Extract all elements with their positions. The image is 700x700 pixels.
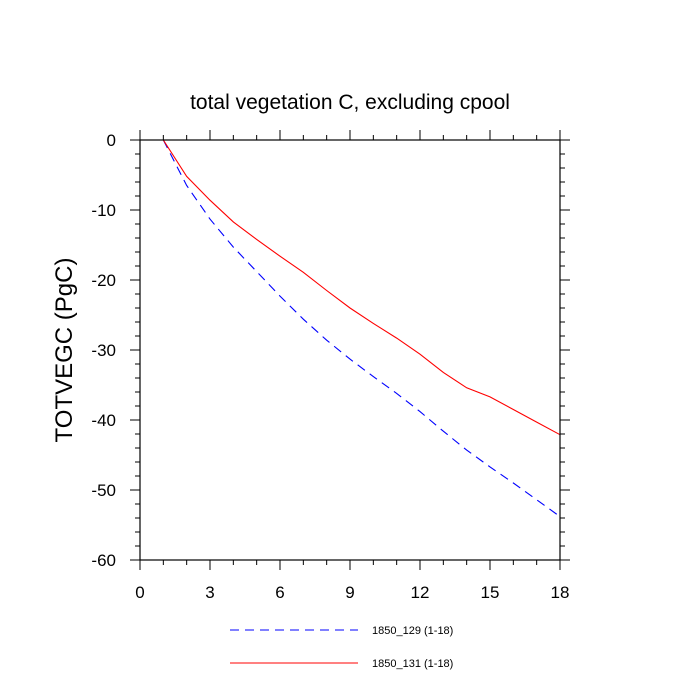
x-tick-labels: 0 3 6 9 12 15 18	[135, 583, 569, 602]
series-line-2	[162, 139, 561, 436]
y-tick-label: -50	[91, 481, 116, 500]
x-tick-label: 9	[345, 583, 354, 602]
y-tick-label: -60	[91, 551, 116, 570]
legend-label-series-1: 1850_129 (1-18)	[372, 625, 453, 637]
y-tick-label: -40	[91, 411, 116, 430]
x-tick-label: 3	[205, 583, 214, 602]
plot-frame	[139, 139, 561, 561]
legend: 1850_129 (1-18) 1850_131 (1-18)	[230, 625, 453, 670]
x-tick-label: 15	[481, 583, 500, 602]
ticks-layer	[130, 130, 570, 570]
y-axis-label: TOTVEGC (PgC)	[51, 258, 78, 443]
series-layer	[162, 139, 561, 518]
x-tick-label: 12	[411, 583, 430, 602]
y-tick-label: 0	[107, 131, 116, 150]
x-tick-label: 0	[135, 583, 144, 602]
chart-title: total vegetation C, excluding cpool	[190, 91, 510, 114]
series-line-1	[162, 139, 561, 518]
y-tick-labels: 0 -10 -20 -30 -40 -50 -60	[91, 131, 116, 570]
x-tick-label: 18	[551, 583, 570, 602]
x-tick-label: 6	[275, 583, 284, 602]
y-tick-label: -20	[91, 271, 116, 290]
y-tick-label: -10	[91, 201, 116, 220]
legend-label-series-2: 1850_131 (1-18)	[372, 658, 453, 670]
y-tick-label: -30	[91, 341, 116, 360]
